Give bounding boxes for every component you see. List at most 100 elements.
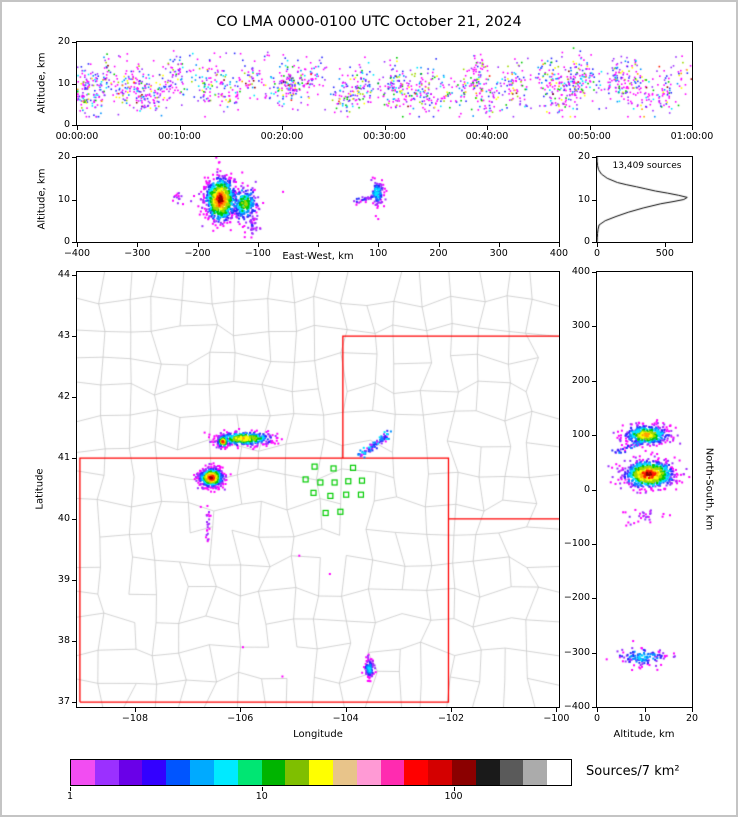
tick-label: 10 <box>57 77 70 89</box>
figure-title: CO LMA 0000-0100 UTC October 21, 2024 <box>216 14 522 30</box>
tick-mark <box>72 125 76 126</box>
colorbar-segment <box>452 760 476 785</box>
tick-label: −102 <box>437 713 465 724</box>
tick-label: 00:00:00 <box>55 131 99 142</box>
tick-label: 500 <box>655 248 674 259</box>
tick-label: −400 <box>63 248 91 259</box>
tick-label: 300 <box>571 320 590 332</box>
tick-label: 41 <box>57 452 70 464</box>
tick-label: 0 <box>63 236 70 247</box>
latitude-axis-label: Latitude <box>34 468 46 510</box>
tick-label: 42 <box>57 391 70 403</box>
tick-mark <box>451 708 452 712</box>
tick-mark <box>72 42 76 43</box>
tick-mark <box>72 157 76 158</box>
alt-histogram-canvas <box>596 156 693 243</box>
tick-mark <box>592 489 596 491</box>
colorbar-segment <box>285 760 310 785</box>
tick-label: 20 <box>685 713 699 724</box>
tick-mark <box>592 380 596 382</box>
colorbar-segment <box>475 760 500 785</box>
tick-label: −300 <box>124 248 151 259</box>
tick-label: 00:40:00 <box>465 131 509 142</box>
colorbar-segment <box>118 760 143 785</box>
time-height-canvas <box>76 41 693 126</box>
tick-mark <box>592 543 596 545</box>
tick-mark <box>72 242 76 243</box>
colorbar-segment <box>332 760 357 785</box>
tick-label: 43 <box>57 330 70 342</box>
tick-label: 10 <box>57 193 70 205</box>
tick-label: 400 <box>571 266 590 277</box>
tick-label: 0 <box>593 248 601 259</box>
tick-mark <box>589 126 591 130</box>
tick-mark <box>592 326 596 328</box>
tick-label: 10 <box>577 193 590 205</box>
colorbar-segment <box>523 760 548 785</box>
tick-label: 00:10:00 <box>158 131 201 142</box>
tick-label: 0 <box>583 236 590 247</box>
tick-mark <box>70 787 71 791</box>
ew-height-canvas <box>76 156 560 243</box>
tick-mark <box>345 708 347 712</box>
colorbar-segment <box>94 760 119 785</box>
tick-mark <box>592 652 596 654</box>
tick-label: 44 <box>57 269 70 281</box>
tick-label: 20 <box>57 151 70 162</box>
colorbar-tick-label: 10 <box>255 791 268 802</box>
ns-alt-canvas <box>596 271 693 708</box>
tick-mark <box>72 641 76 643</box>
tick-label: 0 <box>63 119 70 130</box>
sources-count-annotation: 13,409 sources <box>612 161 682 171</box>
tick-mark <box>438 243 440 247</box>
tick-label: 200 <box>429 248 448 259</box>
tick-mark <box>72 519 76 521</box>
tick-label: 39 <box>57 574 70 586</box>
tick-mark <box>487 126 488 130</box>
ns-panel-altitude-axis-label: Altitude, km <box>613 729 675 740</box>
tick-mark <box>72 702 76 704</box>
tick-mark <box>261 787 263 791</box>
tick-label: 00:30:00 <box>363 131 406 142</box>
tick-label: −300 <box>563 646 590 658</box>
tick-label: 20 <box>57 36 70 47</box>
tick-mark <box>134 708 136 712</box>
tick-mark <box>644 708 646 712</box>
colorbar-segment <box>356 760 381 785</box>
tick-mark <box>72 336 76 338</box>
colorbar-segment <box>166 760 191 785</box>
tick-mark <box>597 708 598 712</box>
tick-label: −104 <box>332 713 359 724</box>
tick-label: 38 <box>57 635 70 647</box>
tick-mark <box>72 458 76 460</box>
tick-label: −108 <box>121 713 148 724</box>
tick-mark <box>77 243 78 247</box>
tick-mark <box>453 787 455 791</box>
tick-mark <box>179 126 181 130</box>
tick-label: 37 <box>57 696 70 708</box>
colorbar-segment <box>428 760 452 785</box>
colorbar-segment <box>261 760 286 785</box>
tick-mark <box>559 243 560 247</box>
colorbar <box>70 759 572 786</box>
tick-mark <box>77 126 78 130</box>
map-canvas <box>76 271 560 708</box>
colorbar-segment <box>499 760 524 785</box>
tick-mark <box>592 199 596 201</box>
tick-label: −100 <box>543 713 570 724</box>
colorbar-title: Sources/7 km² <box>586 764 680 779</box>
tick-mark <box>282 126 283 130</box>
colorbar-tick-label: 100 <box>444 791 463 802</box>
tick-label: 10 <box>638 713 651 724</box>
colorbar-segment <box>71 760 95 785</box>
tick-label: −200 <box>563 592 590 604</box>
tick-label: 00:20:00 <box>260 131 304 142</box>
tick-mark <box>72 275 76 277</box>
tick-mark <box>137 243 139 247</box>
tick-mark <box>692 126 693 130</box>
tick-mark <box>592 157 596 158</box>
tick-mark <box>257 243 259 247</box>
tick-label: 00:50:00 <box>568 131 611 142</box>
tick-mark <box>556 708 558 712</box>
longitude-axis-label: Longitude <box>293 729 343 740</box>
